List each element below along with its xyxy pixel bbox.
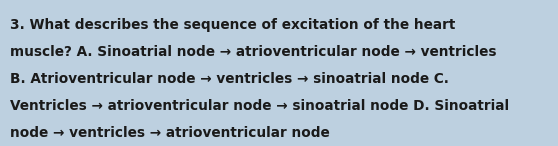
Text: 3. What describes the sequence of excitation of the heart: 3. What describes the sequence of excita… — [10, 18, 455, 32]
Text: Ventricles → atrioventricular node → sinoatrial node D. Sinoatrial: Ventricles → atrioventricular node → sin… — [10, 99, 509, 113]
Text: muscle? A. Sinoatrial node → atrioventricular node → ventricles: muscle? A. Sinoatrial node → atrioventri… — [10, 45, 497, 59]
Text: node → ventricles → atrioventricular node: node → ventricles → atrioventricular nod… — [10, 126, 330, 140]
Text: B. Atrioventricular node → ventricles → sinoatrial node C.: B. Atrioventricular node → ventricles → … — [10, 72, 449, 86]
